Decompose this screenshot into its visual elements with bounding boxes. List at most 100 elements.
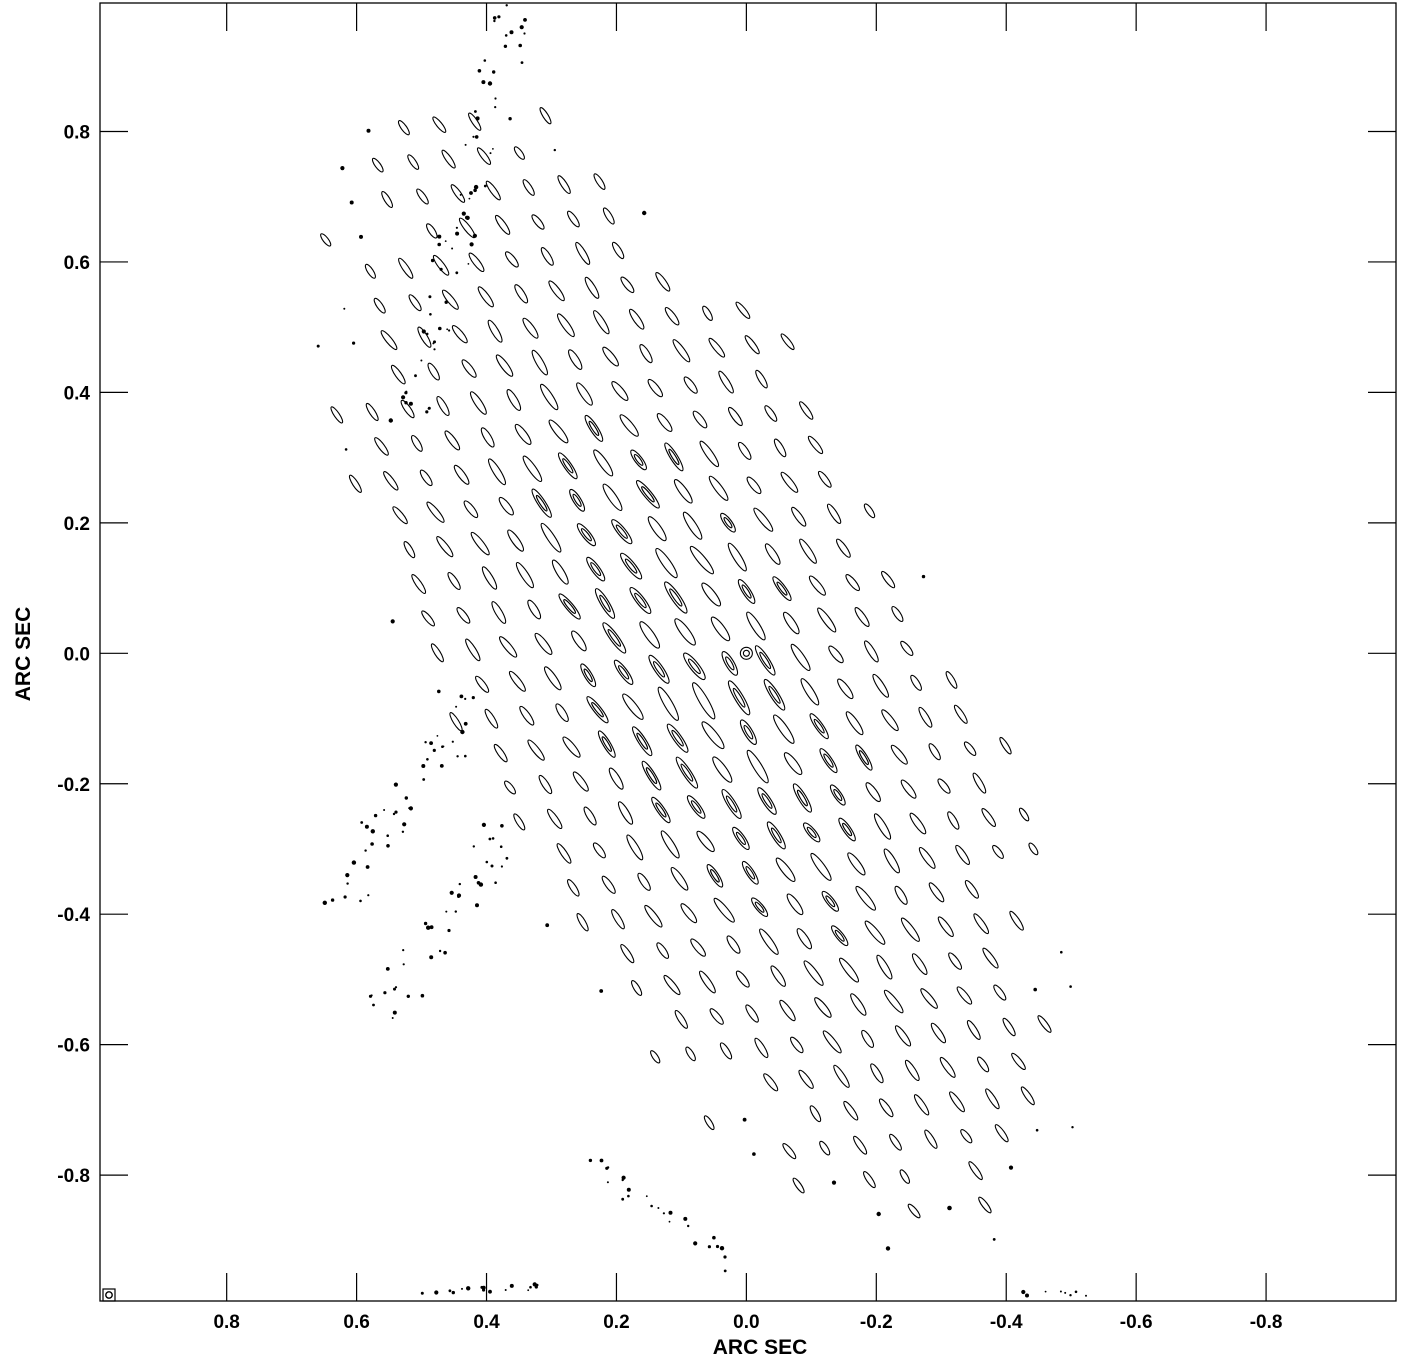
sidelobe-speck [429, 955, 434, 960]
contour-fringe [802, 822, 821, 843]
contour-fringe [755, 369, 768, 389]
contour-fringe [718, 370, 734, 394]
contour-speck [599, 989, 604, 993]
contour-fringe [739, 719, 757, 745]
contour-fringe [566, 879, 580, 897]
contour-fringe [708, 337, 726, 358]
sidelobe-speck [461, 1287, 463, 1290]
sidelobe-speck [471, 696, 475, 700]
contour-fringe [601, 875, 616, 894]
contour-fringe [727, 680, 751, 716]
sidelobe-speck [330, 898, 335, 902]
sidelobe-speck [469, 191, 473, 195]
contour-fringe [620, 943, 635, 964]
sidelobe-speck [392, 812, 396, 816]
sidelobe-speck [494, 97, 497, 100]
contour-fringe [913, 1094, 930, 1116]
sidelobe-speck [414, 374, 417, 378]
sidelobe-speck [489, 152, 492, 155]
contour-fringe [964, 879, 979, 899]
x-tick-label: 0.4 [473, 1312, 500, 1333]
contour-fringe-inner [607, 629, 622, 647]
sidelobe-speck [455, 231, 460, 236]
contour-speck [1060, 950, 1063, 954]
sidelobe-speck [364, 849, 367, 852]
sidelobe-speck [519, 25, 524, 30]
sidelobe-speck [420, 993, 425, 998]
contour-fringe [656, 413, 673, 432]
contour-fringe [430, 643, 444, 663]
contour-fringe [444, 430, 461, 451]
sidelobe-speck [429, 925, 434, 930]
sidelobe-speck [518, 43, 522, 48]
contour-fringe [657, 686, 679, 721]
contour-fringe [737, 441, 752, 460]
contour-fringe [539, 383, 559, 411]
contour-speck [340, 166, 345, 171]
contour-fringe [576, 523, 597, 547]
contour-fringe [320, 233, 332, 247]
sidelobe-speck [426, 925, 431, 930]
contour-fringe [819, 748, 838, 774]
sidelobe-speck [438, 949, 442, 953]
contour-fringe [690, 938, 706, 957]
sidelobe-speck [473, 875, 478, 879]
contour-fringe [782, 1143, 797, 1160]
contour-fringe [911, 953, 928, 975]
contour-fringe [790, 643, 811, 672]
contour-fringe [845, 574, 861, 592]
contour-fringe [602, 346, 619, 367]
contour-fringe [746, 476, 762, 495]
contour-fringe [593, 449, 614, 477]
sidelobe-speck [383, 991, 387, 995]
y-tick-label: 0.6 [64, 253, 90, 274]
contour-fringe [371, 157, 384, 173]
y-tick-label: -0.4 [57, 905, 90, 926]
contour-fringe-inner [813, 718, 825, 734]
contour-speck [349, 200, 354, 205]
contour-fringe [548, 419, 569, 444]
contour-fringe [673, 479, 693, 504]
contour-fringe [660, 830, 680, 859]
x-tick-label: 0.8 [213, 1312, 239, 1333]
contour-fringe [837, 678, 854, 700]
contour-fringe [1009, 910, 1024, 931]
contour-fringe [918, 846, 936, 869]
contour-fringe [702, 305, 713, 321]
contour-fringe [630, 449, 647, 471]
sidelobe-speck [465, 215, 469, 220]
y-tick-label: 0.8 [64, 122, 90, 143]
sidelobe-speck [420, 359, 423, 362]
contour-fringe [833, 1064, 850, 1088]
sidelobe-speck [627, 1194, 630, 1198]
contour-fringe [948, 952, 963, 970]
contour-fringe [680, 903, 698, 924]
contour-speck [316, 344, 320, 348]
contour-fringe [889, 1133, 902, 1151]
sidelobe-speck [420, 1291, 424, 1295]
contour-fringe [766, 821, 786, 850]
contour-fringe [635, 480, 660, 509]
contour-fringe [513, 813, 526, 831]
contour-fringe-inner [825, 895, 836, 908]
sidelobe-speck [534, 1285, 538, 1289]
contour-fringe [683, 376, 698, 394]
sidelobe-speck [370, 829, 375, 834]
contour-fringe [380, 330, 398, 351]
contour-fringe [817, 470, 832, 488]
contour-fringe-inner [636, 732, 649, 750]
contour-fringe [719, 1042, 733, 1060]
contour-speck [352, 341, 356, 345]
contour-fringe-inner [745, 866, 756, 880]
contour-fringe [699, 440, 720, 468]
sidelobe-speck [460, 729, 465, 735]
contour-fringe [365, 402, 379, 422]
contour-fringe [475, 675, 490, 693]
contour-fringe [398, 257, 414, 279]
contour-fringe [450, 184, 466, 203]
contour-fringe [608, 767, 624, 790]
contour-fringe [548, 280, 565, 302]
sidelobe-speck [394, 986, 398, 989]
contour-fringe [498, 636, 518, 658]
sidelobe-speck [645, 1195, 648, 1198]
